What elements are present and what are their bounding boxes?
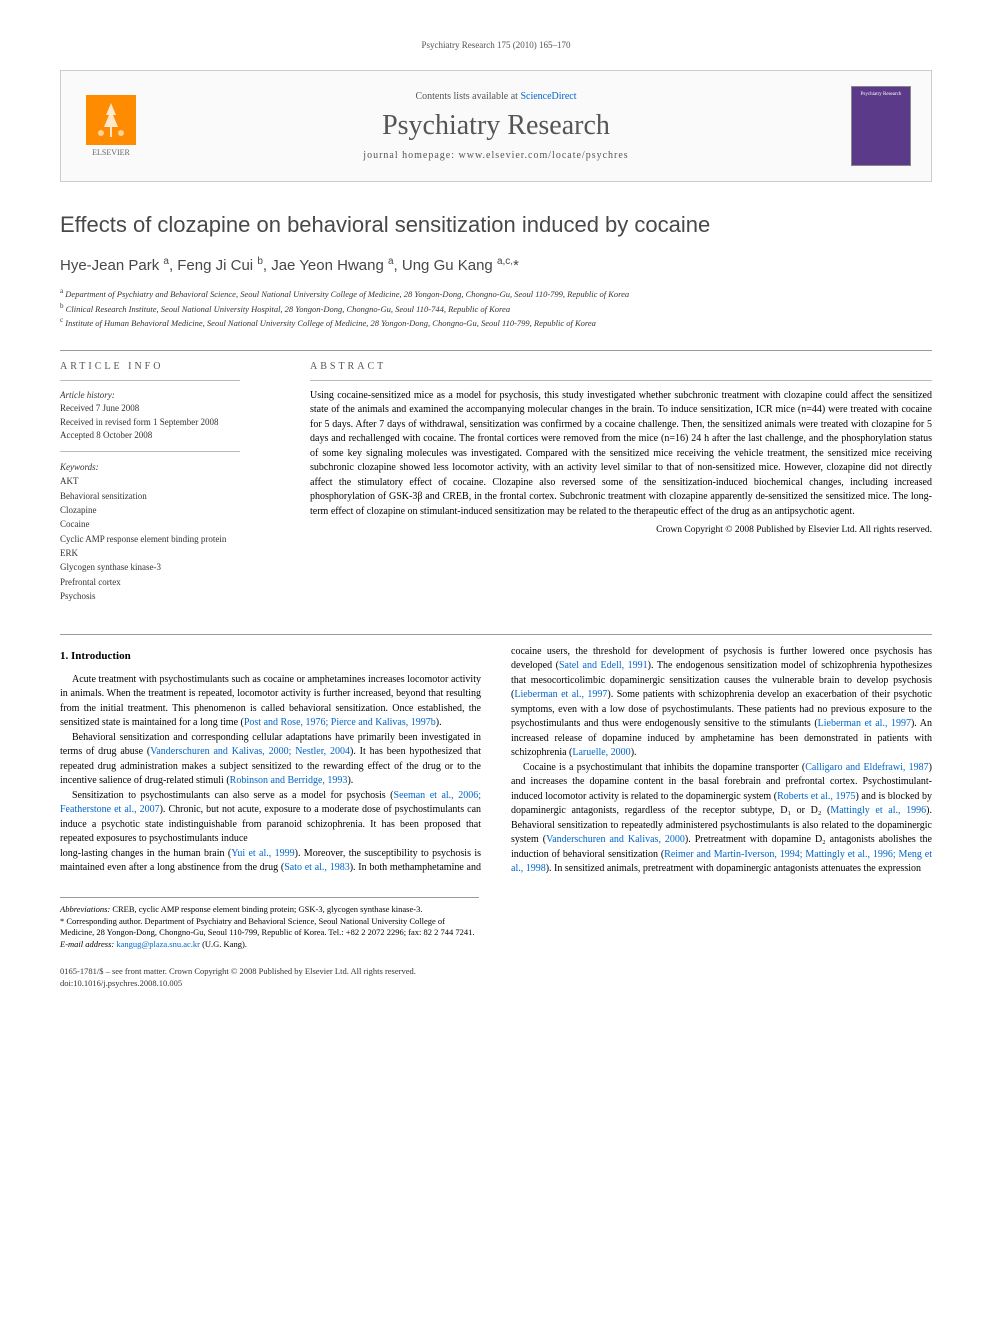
keyword-item: AKT [60, 474, 280, 488]
journal-banner: ELSEVIER Contents lists available at Sci… [60, 70, 932, 182]
info-rule-2 [60, 451, 240, 452]
section-1-heading: 1. Introduction [60, 649, 481, 665]
keywords-label: Keywords: [60, 460, 280, 474]
abstract-text: Using cocaine-sensitized mice as a model… [310, 389, 932, 520]
running-header: Psychiatry Research 175 (2010) 165–170 [60, 40, 932, 50]
affiliation-line: c Institute of Human Behavioral Medicine… [60, 315, 932, 330]
authors-line: Hye-Jean Park a, Feng Ji Cui b, Jae Yeon… [60, 256, 932, 274]
keyword-item: Glycogen synthase kinase-3 [60, 560, 280, 574]
footnotes: Abbreviations: CREB, cyclic AMP response… [60, 897, 479, 952]
cite-robinson[interactable]: Robinson and Berridge, 1993 [230, 775, 348, 786]
keyword-item: Clozapine [60, 503, 280, 517]
keyword-item: ERK [60, 546, 280, 560]
article-info-col: article info Article history: Received 7… [60, 361, 280, 604]
footer: 0165-1781/$ – see front matter. Crown Co… [60, 966, 932, 990]
homepage-prefix: journal homepage: [363, 150, 458, 161]
abstract-copyright: Crown Copyright © 2008 Published by Else… [310, 525, 932, 535]
body-text: 1. Introduction Acute treatment with psy… [60, 645, 932, 877]
affiliation-line: a Department of Psychiatry and Behaviora… [60, 286, 932, 301]
body-p2: Behavioral sensitization and correspondi… [60, 731, 481, 789]
keyword-item: Prefrontal cortex [60, 575, 280, 589]
article-history: Article history: Received 7 June 2008 Re… [60, 389, 280, 443]
abstract-heading: abstract [310, 361, 932, 372]
history-label: Article history: [60, 389, 280, 403]
info-abstract-row: article info Article history: Received 7… [60, 361, 932, 604]
info-rule-1 [60, 380, 240, 381]
footer-line2: doi:10.1016/j.psychres.2008.10.005 [60, 978, 932, 990]
affiliations: a Department of Psychiatry and Behaviora… [60, 286, 932, 330]
cover-label: Psychiatry Research [855, 92, 907, 97]
article-title: Effects of clozapine on behavioral sensi… [60, 212, 932, 238]
accepted-date: Accepted 8 October 2008 [60, 429, 280, 443]
elsevier-tree-icon [86, 95, 136, 145]
keyword-item: Behavioral sensitization [60, 489, 280, 503]
cite-roberts[interactable]: Roberts et al., 1975 [777, 791, 855, 802]
affiliation-line: b Clinical Research Institute, Seoul Nat… [60, 301, 932, 316]
contents-line: Contents lists available at ScienceDirec… [141, 91, 851, 102]
cite-satel[interactable]: Satel and Edell, 1991 [559, 660, 648, 671]
email-footnote: E-mail address: kangug@plaza.snu.ac.kr (… [60, 939, 479, 951]
keywords-list: AKTBehavioral sensitizationClozapineCoca… [60, 474, 280, 604]
cite-calligaro[interactable]: Calligaro and Eldefrawi, 1987 [805, 762, 928, 773]
cite-vanderschuren2[interactable]: Vanderschuren and Kalivas, 2000 [546, 834, 685, 845]
corresponding-footnote: * Corresponding author. Department of Ps… [60, 916, 479, 940]
abstract-col: abstract Using cocaine-sensitized mice a… [310, 361, 932, 604]
rule-mid [60, 634, 932, 635]
body-p5: Cocaine is a psychostimulant that inhibi… [511, 761, 932, 877]
homepage-line: journal homepage: www.elsevier.com/locat… [141, 150, 851, 161]
revised-date: Received in revised form 1 September 200… [60, 416, 280, 430]
cite-yui[interactable]: Yui et al., 1999 [231, 848, 294, 859]
keyword-item: Psychosis [60, 589, 280, 603]
elsevier-label: ELSEVIER [92, 148, 130, 157]
abstract-rule [310, 380, 932, 381]
received-date: Received 7 June 2008 [60, 402, 280, 416]
elsevier-logo: ELSEVIER [81, 91, 141, 161]
homepage-url: www.elsevier.com/locate/psychres [459, 150, 629, 161]
keyword-item: Cocaine [60, 517, 280, 531]
cite-sato[interactable]: Sato et al., 1983 [284, 862, 350, 873]
banner-center: Contents lists available at ScienceDirec… [141, 91, 851, 161]
keyword-item: Cyclic AMP response element binding prot… [60, 532, 280, 546]
abbrev-footnote: Abbreviations: CREB, cyclic AMP response… [60, 904, 479, 916]
journal-name: Psychiatry Research [141, 110, 851, 142]
email-link[interactable]: kangug@plaza.snu.ac.kr [114, 939, 200, 949]
article-info-heading: article info [60, 361, 280, 372]
footer-line1: 0165-1781/$ – see front matter. Crown Co… [60, 966, 932, 978]
page-root: Psychiatry Research 175 (2010) 165–170 E… [0, 0, 992, 1030]
cite-lieberman1[interactable]: Lieberman et al., 1997 [514, 689, 607, 700]
rule-top [60, 350, 932, 351]
contents-prefix: Contents lists available at [415, 91, 520, 102]
body-p1: Acute treatment with psychostimulants su… [60, 673, 481, 731]
sciencedirect-link[interactable]: ScienceDirect [520, 91, 576, 102]
cite-post-rose[interactable]: Post and Rose, 1976; Pierce and Kalivas,… [244, 717, 436, 728]
cite-mattingly1[interactable]: Mattingly et al., 1996 [830, 805, 926, 816]
body-p3: Sensitization to psychostimulants can al… [60, 789, 481, 847]
cite-lieberman2[interactable]: Lieberman et al., 1997 [818, 718, 911, 729]
journal-cover-thumb: Psychiatry Research [851, 86, 911, 166]
keywords-block: Keywords: AKTBehavioral sensitizationClo… [60, 460, 280, 604]
cite-laruelle[interactable]: Laruelle, 2000 [572, 747, 630, 758]
cite-vanderschuren[interactable]: Vanderschuren and Kalivas, 2000; Nestler… [150, 746, 350, 757]
